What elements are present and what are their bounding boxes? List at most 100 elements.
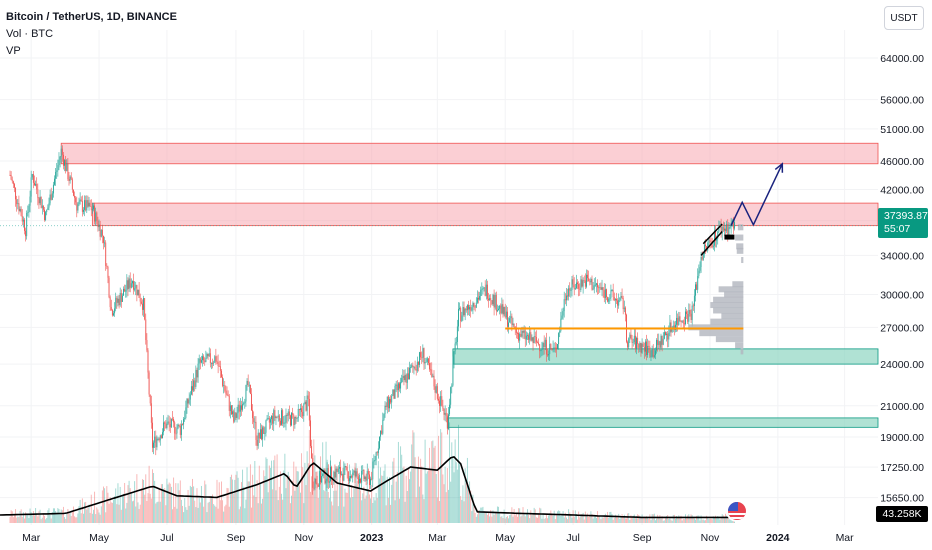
volume-bar xyxy=(377,461,379,523)
volume-bar xyxy=(670,519,672,523)
candle-body xyxy=(81,201,83,212)
candle-body xyxy=(708,240,710,244)
candle-body xyxy=(578,284,580,289)
candle-body xyxy=(138,289,140,298)
volume-bar xyxy=(638,514,640,523)
candle-body xyxy=(311,446,313,459)
candle-body xyxy=(454,343,456,352)
volume-bar xyxy=(253,495,255,523)
volume-bar xyxy=(452,456,454,523)
price-tick-label: 34000.00 xyxy=(880,250,924,262)
volume-bar xyxy=(239,506,241,523)
candle-body xyxy=(176,428,178,434)
volume-bar xyxy=(458,424,459,523)
volume-bar xyxy=(333,490,335,523)
volume-bar xyxy=(686,518,688,523)
volume-bar xyxy=(512,516,514,523)
candle-body xyxy=(473,302,475,307)
candle-body xyxy=(226,393,228,396)
candle-body xyxy=(442,405,444,409)
last-price-badge: 37393.87 55:07 xyxy=(878,208,928,238)
volume-bar xyxy=(718,518,720,523)
candle-body xyxy=(304,401,306,405)
volume-bar xyxy=(138,508,140,523)
us-flag-icon[interactable] xyxy=(726,500,748,522)
volume-bar xyxy=(387,497,389,523)
volume-bar xyxy=(202,498,203,523)
candle-body xyxy=(172,418,173,420)
candle-body xyxy=(649,346,651,357)
volume-bar xyxy=(534,509,536,523)
candle-body xyxy=(164,422,166,424)
legend-volume-indicator[interactable]: Vol · BTC xyxy=(6,28,54,40)
volume-bar xyxy=(209,496,211,523)
volume-bar xyxy=(511,507,513,523)
overlays xyxy=(0,162,878,519)
volume-bar xyxy=(517,516,518,523)
volume-bar xyxy=(521,515,523,523)
volume-bar xyxy=(720,517,722,523)
volume-bar xyxy=(533,507,535,523)
volume-bar xyxy=(700,515,702,523)
volume-bar xyxy=(667,515,669,523)
candle-body xyxy=(216,361,218,363)
time-tick-label: Mar xyxy=(836,532,855,544)
volume-bar xyxy=(67,508,69,523)
time-tick-label: Mar xyxy=(22,532,41,544)
volume-bar xyxy=(399,498,400,523)
volume-bar xyxy=(584,511,586,523)
volume-bar xyxy=(433,447,435,523)
candle-body xyxy=(179,425,181,435)
volume-bar xyxy=(64,517,65,523)
candle-body xyxy=(352,472,354,478)
candle-body xyxy=(69,176,71,181)
volume-bar xyxy=(485,512,487,523)
candle-body xyxy=(395,384,397,386)
volume-bar xyxy=(603,515,605,523)
volume-bar xyxy=(506,516,508,523)
candle-body xyxy=(175,433,177,435)
volume-bar xyxy=(288,476,290,523)
candle-body xyxy=(594,284,596,286)
candle-body xyxy=(177,424,179,429)
volume-bar xyxy=(707,518,709,523)
candle-body xyxy=(66,163,68,172)
candle-body xyxy=(297,408,299,419)
support-zone xyxy=(446,417,879,428)
volume-bar xyxy=(395,481,397,523)
candle-body xyxy=(515,329,517,333)
candle-body xyxy=(307,395,309,399)
volume-bar xyxy=(48,508,50,523)
candle-body xyxy=(354,470,356,477)
volume-bar xyxy=(671,520,673,523)
volume-bar xyxy=(600,519,602,523)
volume-bar xyxy=(199,502,201,523)
volume-bar xyxy=(226,487,228,523)
currency-button[interactable]: USDT xyxy=(884,6,924,30)
candle-body xyxy=(234,412,236,422)
candle-body xyxy=(72,189,74,196)
volume-bar xyxy=(508,518,510,523)
volume-bar xyxy=(441,432,443,523)
volume-bar xyxy=(268,465,270,523)
candle-body xyxy=(156,438,158,448)
volume-bar xyxy=(548,515,550,523)
legend-vp-indicator[interactable]: VP xyxy=(6,45,21,57)
volume-bar xyxy=(163,488,165,523)
volume-bar xyxy=(649,514,651,523)
candle-body xyxy=(478,297,479,300)
volume-bar xyxy=(709,518,711,523)
volume-bar xyxy=(190,487,192,523)
candle-body xyxy=(269,419,271,423)
volume-bar xyxy=(336,472,338,523)
volume-bar xyxy=(413,432,415,523)
volume-bar xyxy=(572,510,574,523)
volume-bar xyxy=(116,504,118,523)
candle-body xyxy=(208,353,210,357)
candle-body xyxy=(313,487,315,489)
candle-body xyxy=(15,187,17,200)
volume-bar xyxy=(243,486,245,523)
candle-body xyxy=(522,331,524,333)
candle-body xyxy=(295,416,297,419)
